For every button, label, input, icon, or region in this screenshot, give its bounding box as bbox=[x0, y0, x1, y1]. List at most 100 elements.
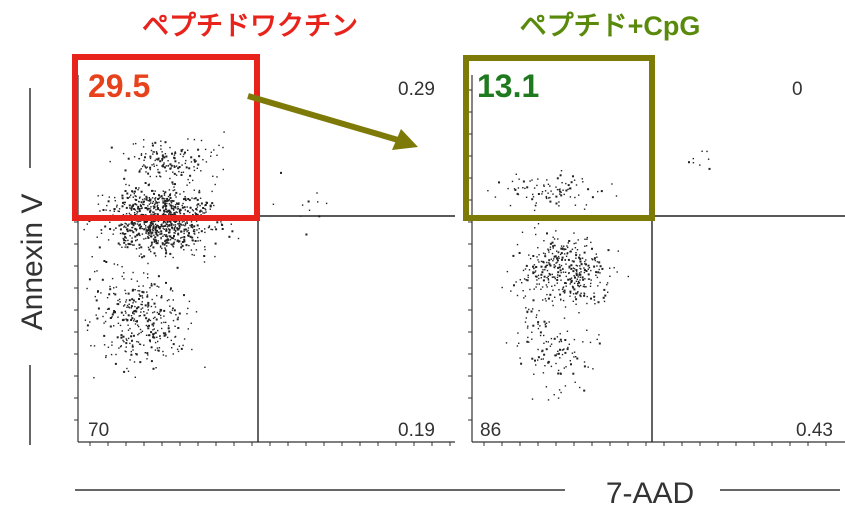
scatter-point bbox=[185, 244, 188, 247]
scatter-point bbox=[126, 306, 128, 308]
scatter-point bbox=[145, 232, 147, 235]
scatter-point bbox=[540, 260, 543, 263]
scatter-point bbox=[125, 223, 128, 225]
scatter-point bbox=[586, 329, 588, 331]
scatter-point bbox=[178, 170, 180, 173]
scatter-point bbox=[174, 204, 177, 206]
scatter-point bbox=[129, 359, 131, 361]
scatter-point bbox=[549, 345, 552, 347]
scatter-point bbox=[121, 330, 123, 332]
scatter-point bbox=[166, 235, 168, 238]
scatter-point bbox=[583, 361, 586, 363]
scatter-point bbox=[177, 350, 180, 353]
scatter-point bbox=[134, 305, 136, 308]
scatter-point bbox=[579, 294, 582, 297]
scatter-point bbox=[171, 199, 174, 202]
scatter-point bbox=[150, 149, 153, 152]
scatter-point bbox=[141, 295, 143, 297]
scatter-point bbox=[125, 312, 127, 314]
scatter-point bbox=[154, 213, 156, 215]
scatter-point bbox=[138, 315, 140, 317]
scatter-point bbox=[183, 213, 186, 215]
scatter-point bbox=[153, 238, 155, 241]
scatter-point bbox=[515, 173, 517, 175]
scatter-point bbox=[556, 177, 559, 180]
scatter-point bbox=[166, 197, 169, 200]
scatter-point bbox=[117, 299, 119, 302]
scatter-point bbox=[167, 325, 170, 327]
scatter-point bbox=[121, 275, 123, 278]
scatter-point bbox=[136, 228, 138, 231]
scatter-point bbox=[544, 269, 546, 271]
scatter-point bbox=[162, 155, 165, 158]
scatter-point bbox=[593, 257, 596, 260]
scatter-point bbox=[183, 230, 185, 233]
scatter-point bbox=[166, 241, 169, 243]
scatter-point bbox=[143, 344, 145, 346]
scatter-point bbox=[526, 279, 529, 282]
scatter-point bbox=[149, 287, 151, 289]
scatter-point bbox=[147, 229, 149, 231]
scatter-point bbox=[545, 340, 547, 343]
scatter-point bbox=[604, 294, 607, 297]
scatter-point bbox=[204, 208, 206, 210]
scatter-point bbox=[543, 275, 546, 278]
scatter-point bbox=[152, 336, 155, 339]
scatter-point bbox=[157, 275, 160, 278]
scatter-point bbox=[194, 197, 197, 200]
scatter-point bbox=[126, 196, 128, 199]
scatter-point bbox=[538, 283, 540, 285]
scatter-point bbox=[128, 223, 130, 225]
scatter-point bbox=[130, 220, 133, 223]
scatter-point bbox=[127, 292, 130, 295]
scatter-point bbox=[159, 160, 162, 163]
scatter-point bbox=[154, 231, 156, 233]
scatter-point bbox=[171, 290, 174, 292]
scatter-point bbox=[613, 267, 615, 269]
scatter-point bbox=[132, 288, 135, 291]
scatter-point bbox=[99, 210, 101, 212]
scatter-point bbox=[147, 208, 149, 210]
scatter-point bbox=[165, 200, 168, 203]
scatter-point bbox=[581, 178, 583, 180]
scatter-point bbox=[539, 331, 542, 334]
scatter-point bbox=[547, 192, 549, 194]
scatter-point bbox=[172, 299, 174, 301]
scatter-point bbox=[138, 247, 140, 249]
scatter-point bbox=[533, 373, 535, 375]
scatter-point bbox=[178, 162, 180, 164]
scatter-point bbox=[606, 282, 609, 284]
scatter-point bbox=[163, 234, 165, 236]
scatter-point bbox=[168, 203, 170, 205]
scatter-point bbox=[188, 167, 191, 170]
scatter-point bbox=[135, 195, 137, 198]
scatter-point bbox=[549, 200, 552, 203]
scatter-point bbox=[151, 144, 154, 147]
scatter-point bbox=[576, 270, 578, 272]
scatter-point bbox=[119, 324, 122, 327]
scatter-point bbox=[132, 226, 134, 229]
scatter-point bbox=[558, 274, 561, 277]
scatter-point bbox=[130, 278, 133, 280]
scatter-point bbox=[103, 344, 106, 346]
scatter-point bbox=[555, 362, 557, 365]
scatter-point bbox=[573, 242, 575, 245]
scatter-point bbox=[134, 309, 137, 312]
scatter-point bbox=[162, 242, 164, 244]
scatter-point bbox=[123, 341, 125, 343]
scatter-point bbox=[155, 226, 158, 228]
scatter-point bbox=[162, 332, 165, 335]
scatter-point bbox=[96, 317, 99, 320]
scatter-point bbox=[123, 305, 125, 307]
scatter-point bbox=[197, 203, 200, 206]
scatter-point bbox=[165, 252, 168, 255]
scatter-point bbox=[171, 226, 173, 228]
scatter-point bbox=[560, 194, 563, 197]
scatter-point bbox=[198, 228, 200, 230]
scatter-point bbox=[561, 258, 563, 261]
scatter-point bbox=[560, 245, 563, 247]
scatter-point bbox=[494, 196, 497, 198]
scatter-point bbox=[136, 307, 138, 310]
scatter-point bbox=[164, 255, 167, 258]
scatter-point bbox=[165, 251, 167, 253]
